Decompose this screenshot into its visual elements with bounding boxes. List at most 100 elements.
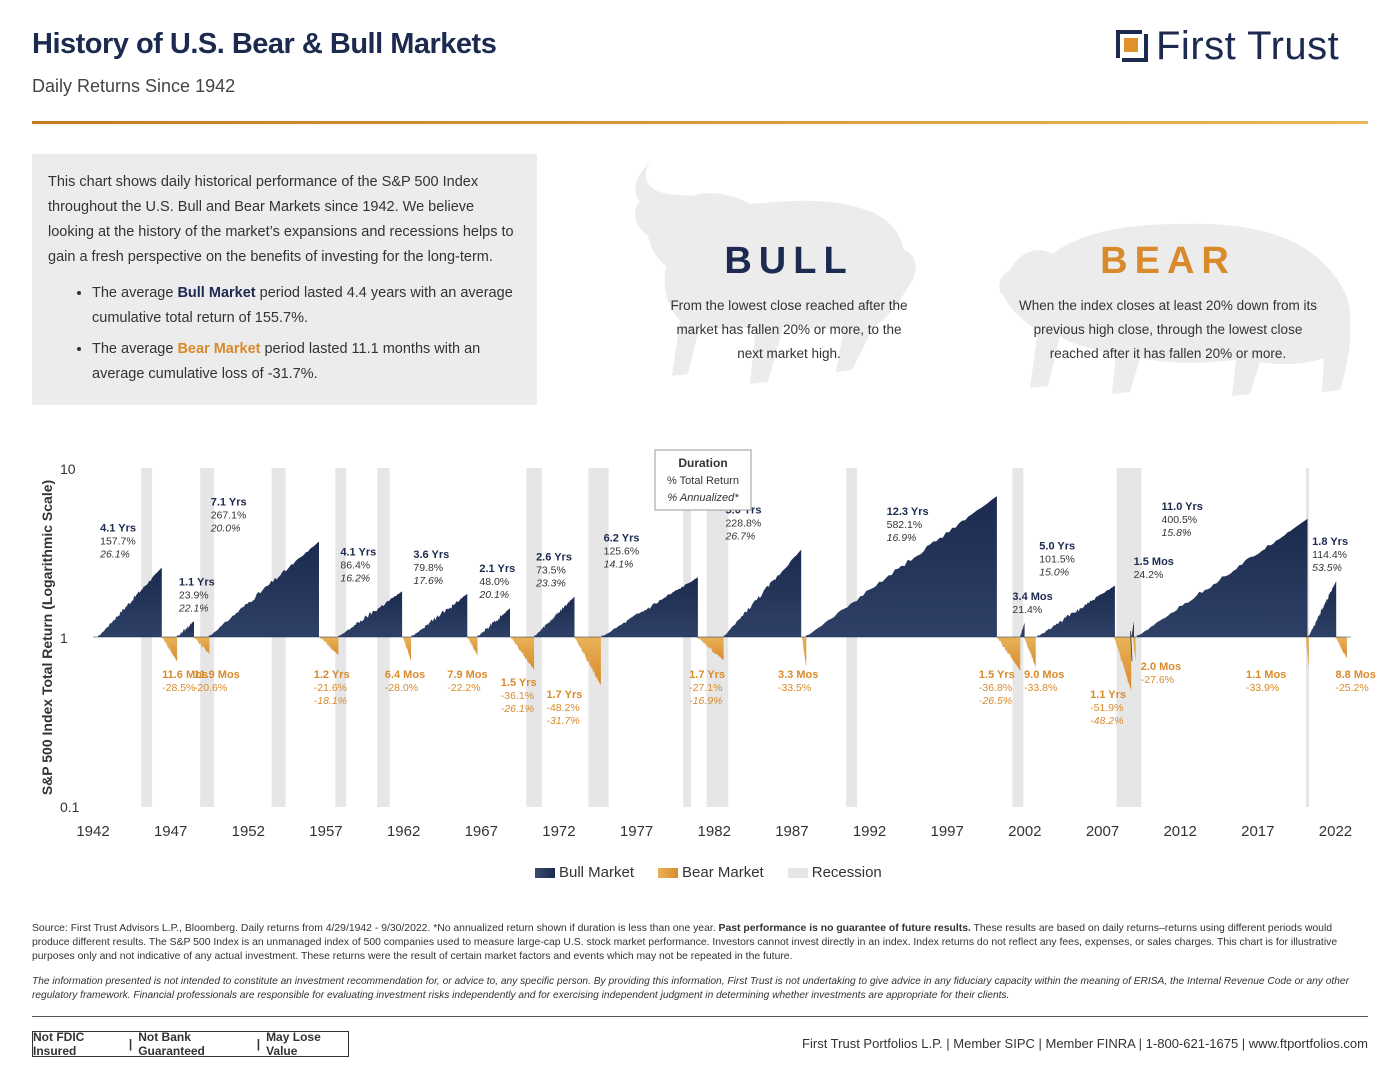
bear-duration-label: 7.9 Mos: [447, 669, 487, 681]
bull-annualized-label: 14.1%: [604, 558, 634, 570]
bear-total-return-label: -36.1%: [501, 690, 534, 702]
bull-total-return-label: 73.5%: [536, 565, 566, 577]
bull-market-area: [208, 541, 319, 637]
y-tick-label: 0.1: [60, 799, 80, 815]
x-tick-label: 2012: [1163, 823, 1196, 840]
bear-average-bullet: The average Bear Market period lasted 11…: [92, 337, 521, 387]
bull-duration-label: 4.1 Yrs: [340, 546, 376, 558]
x-tick-label: 2002: [1008, 823, 1041, 840]
x-tick-label: 1987: [775, 823, 808, 840]
intro-paragraph: This chart shows daily historical perfor…: [48, 174, 514, 265]
bull-total-return-label: 101.5%: [1039, 554, 1075, 566]
y-tick-label: 1: [60, 630, 68, 646]
bull-market-area: [1020, 622, 1025, 637]
bull-market-area: [805, 496, 997, 637]
bull-market-area: [176, 621, 194, 637]
bull-bear-silhouettes: [634, 160, 1351, 396]
bull-total-return-label: 86.4%: [340, 559, 370, 571]
bear-term: Bear Market: [177, 341, 261, 357]
bull-market-area: [1308, 581, 1337, 637]
bear-market-area: [1132, 637, 1136, 661]
bear-market-area: [1335, 637, 1347, 659]
label-leader-line: [1130, 631, 1133, 662]
bull-annualized-label: 22.1%: [178, 602, 209, 614]
x-tick-label: 1972: [542, 823, 575, 840]
page-title: History of U.S. Bear & Bull Markets: [32, 28, 497, 60]
bull-annualized-label: 20.0%: [210, 523, 241, 535]
bull-average-bullet: The average Bull Market period lasted 4.…: [92, 281, 521, 331]
legend-bull: Bull Market: [535, 864, 634, 881]
bull-annualized-label: 23.3%: [535, 578, 566, 590]
bull-market-area: [601, 577, 698, 637]
key-box-annualized: % Annualized*: [667, 492, 739, 504]
x-tick-label: 1992: [853, 823, 886, 840]
intro-bullets: The average Bull Market period lasted 4.…: [48, 281, 521, 387]
bear-duration-label: 6.4 Mos: [385, 669, 425, 681]
bear-duration-label: 1.2 Yrs: [314, 669, 350, 681]
bull-heading: BULL: [724, 240, 854, 282]
bear-annualized-label: -18.1%: [314, 695, 347, 707]
bear-market-area: [467, 637, 478, 656]
recession-band: [683, 468, 691, 807]
bull-duration-label: 11.0 Yrs: [1162, 501, 1203, 513]
bull-duration-label: 2.6 Yrs: [536, 552, 572, 564]
y-tick-label: 10: [60, 461, 76, 477]
bear-total-return-label: -22.2%: [447, 682, 480, 694]
bear-market-area: [1114, 637, 1132, 691]
bear-duration-label: 1.1 Mos: [1246, 669, 1286, 681]
bull-market-area: [98, 567, 162, 637]
bear-duration-label: 11.9 Mos: [194, 669, 240, 681]
bear-duration-label: 1.5 Yrs: [979, 669, 1015, 681]
x-tick-label: 1997: [931, 823, 964, 840]
bull-market-area: [1131, 621, 1134, 637]
page-subtitle: Daily Returns Since 1942: [32, 76, 236, 96]
x-tick-label: 2017: [1241, 823, 1274, 840]
bull-duration-label: 5.0 Yrs: [1039, 541, 1075, 553]
bear-market-area: [194, 637, 210, 654]
x-tick-label: 2007: [1086, 823, 1119, 840]
bear-market-area: [697, 637, 724, 661]
bear-annualized-label: -26.1%: [501, 703, 534, 715]
bull-total-return-label: 24.2%: [1134, 569, 1164, 581]
bull-market-area: [723, 549, 802, 637]
bull-annualized-label: 26.1%: [99, 549, 130, 561]
bull-definition: From the lowest close reached after the …: [670, 298, 908, 361]
bull-total-return-label: 267.1%: [211, 510, 247, 522]
bear-total-return-label: -27.6%: [1141, 674, 1174, 686]
logo-mark-icon: [1114, 28, 1150, 64]
bear-duration-label: 1.7 Yrs: [546, 689, 582, 701]
bull-total-return-label: 125.6%: [604, 545, 640, 557]
bear-annualized-label: -48.2%: [1090, 715, 1123, 727]
legend-bear: Bear Market: [658, 864, 764, 881]
bull-market-area: [534, 596, 575, 637]
chart-legend: Bull Market Bear Market Recession: [535, 864, 882, 881]
key-box-total-return: % Total Return: [667, 475, 739, 487]
bear-duration-label: 1.5 Yrs: [501, 677, 537, 689]
bear-duration-label: 9.0 Mos: [1024, 669, 1064, 681]
bull-total-return-label: 48.0%: [479, 576, 509, 588]
bear-total-return-label: -33.5%: [778, 682, 811, 694]
bear-annualized-label: -31.7%: [546, 715, 579, 727]
logo-text: First Trust: [1156, 24, 1340, 68]
bull-market-area: [477, 608, 510, 637]
bear-bull-chart: 10 1 0.1 1942 1947 1952 1957 1962 1967 1972 1977 19…: [39, 449, 1376, 840]
bear-duration-label: 11.6 Mos: [162, 669, 208, 681]
legal-note: The information presented is not intende…: [32, 976, 1349, 1001]
bull-market-area: [1037, 585, 1115, 637]
bear-annualized-label: -26.5%: [979, 695, 1012, 707]
bear-duration-label: 1.1 Yrs: [1090, 689, 1126, 701]
intro-box: This chart shows daily historical perfor…: [32, 154, 537, 405]
x-tick-label: 1967: [465, 823, 498, 840]
bull-silhouette-icon: [634, 160, 916, 384]
bear-annualized-label: -16.9%: [689, 695, 722, 707]
bear-total-return-label: -28.0%: [385, 682, 418, 694]
bull-total-return-label: 114.4%: [1312, 549, 1347, 561]
bear-market-area: [162, 637, 178, 662]
recession-band: [271, 468, 286, 807]
x-tick-label: 1942: [76, 823, 109, 840]
bull-total-return-label: 157.7%: [100, 536, 136, 548]
bull-annualized-label: 17.6%: [413, 575, 443, 587]
first-trust-logo: First Trust: [1114, 26, 1339, 66]
source-note: Source: First Trust Advisors L.P., Bloom…: [32, 923, 1338, 963]
bull-market-area: [1136, 518, 1308, 637]
